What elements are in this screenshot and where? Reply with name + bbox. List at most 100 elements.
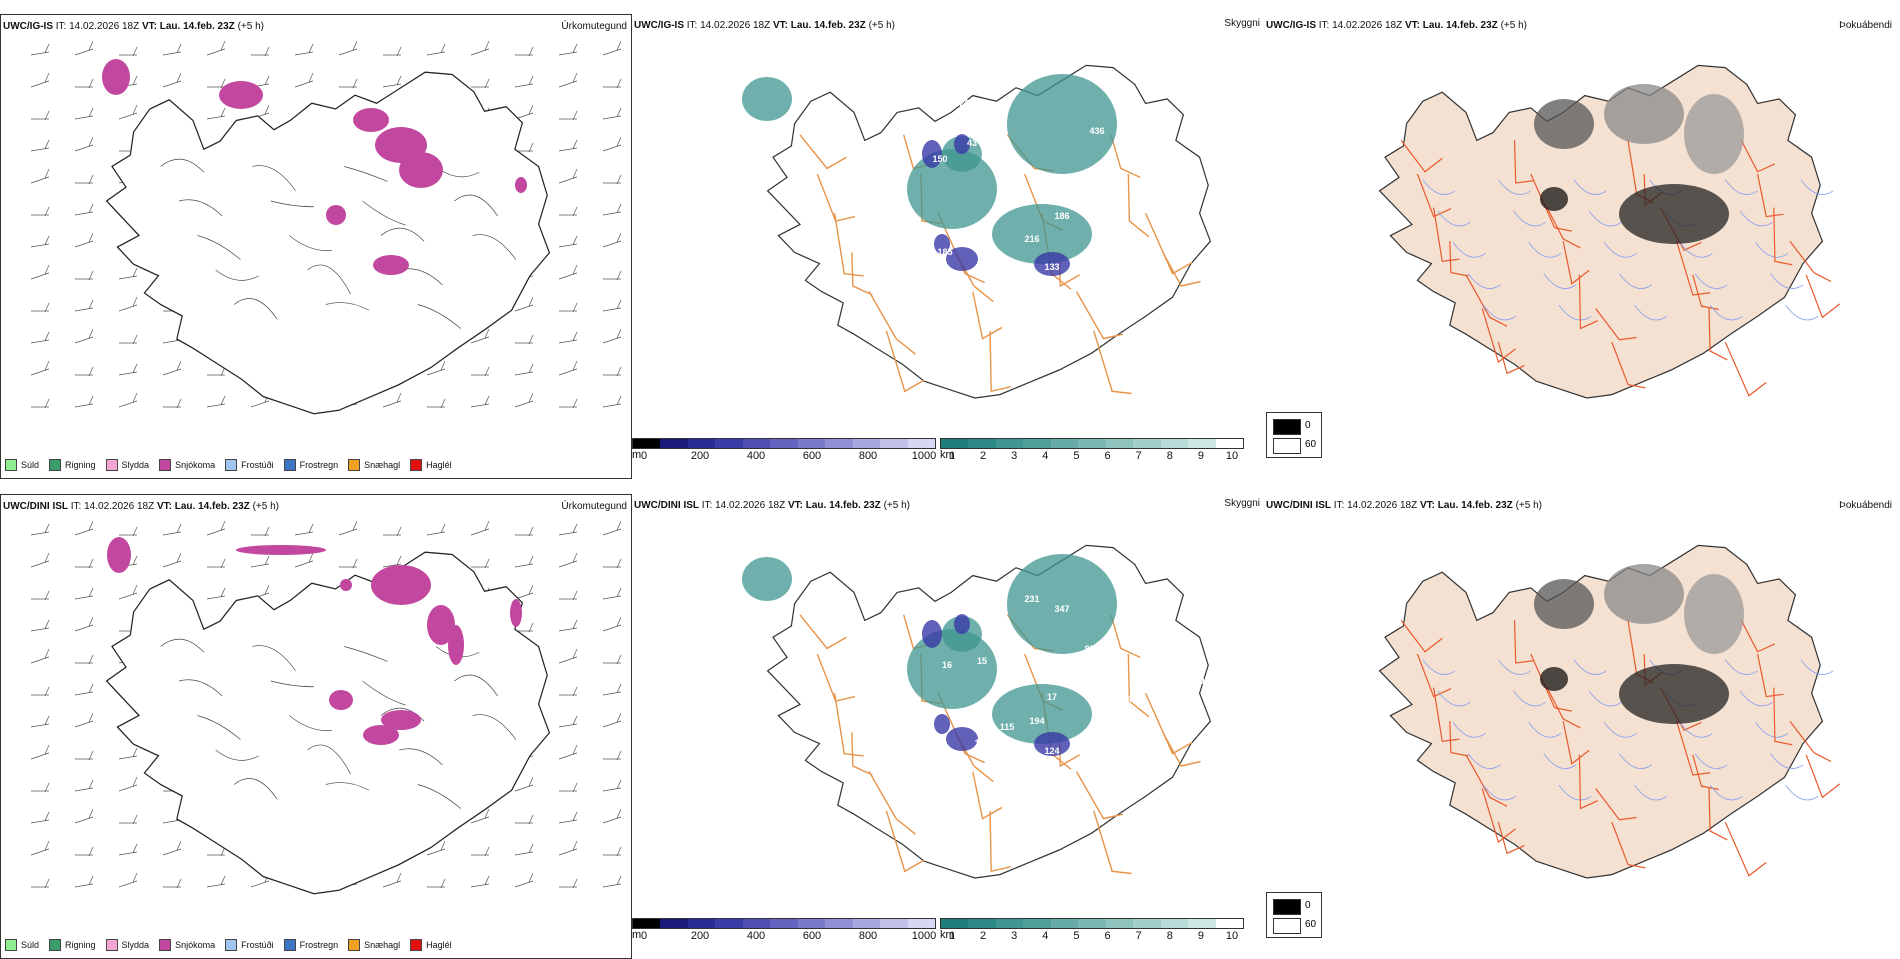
colorbar-cell — [1105, 919, 1134, 928]
snow-area — [326, 205, 346, 225]
colorbar-cell — [880, 919, 908, 928]
colorbar-tick: 800 — [858, 450, 878, 462]
snow-area — [510, 599, 522, 627]
legend-label: Frostúði — [241, 460, 274, 470]
colorbar-tick: 2 — [980, 450, 987, 462]
cloud-base-area — [922, 140, 942, 168]
cloud-base-label: 420 — [1189, 676, 1204, 686]
cloud-base-label: 186 — [1054, 211, 1069, 221]
fog-area — [1540, 187, 1568, 211]
colorbar-cell — [770, 439, 798, 448]
legend-swatch — [225, 459, 238, 471]
cloud-base-label: 194 — [1029, 716, 1044, 726]
legend-swatch — [5, 459, 17, 471]
panel-title: UWC/DINI ISL IT: 14.02.2026 18Z VT: Lau.… — [3, 501, 279, 512]
cloud-base-area — [954, 614, 970, 634]
legend-label: Frostregn — [299, 460, 339, 470]
colorbar-cell — [797, 919, 826, 928]
colorbar-tick: 7 — [1135, 930, 1142, 942]
low-visibility-area — [1007, 554, 1117, 654]
colorbar-cell — [1105, 439, 1134, 448]
legend-label: Snæhagl — [364, 940, 401, 950]
colorbar-cell — [1078, 439, 1106, 448]
legend-label: Súld — [21, 940, 40, 950]
cloud-base-label: 16 — [942, 660, 952, 670]
panel-variable: Úrkomutegund — [561, 501, 627, 512]
snow-area — [381, 710, 421, 730]
snow-area — [399, 152, 443, 188]
iceland-outline — [105, 71, 551, 415]
legend-swatch — [225, 939, 238, 951]
fog-area — [1619, 184, 1729, 244]
snow-area — [448, 625, 464, 665]
snow-area — [371, 565, 431, 605]
colorbar-cell — [687, 439, 716, 448]
legend-swatch — [5, 939, 17, 951]
cloud-base-label: 296 — [1074, 278, 1089, 288]
cloud-base-label: 17 — [1047, 692, 1057, 702]
low-visibility-area — [742, 557, 792, 601]
colorbar-tick: 400 — [746, 930, 766, 942]
panel-title: UWC/IG-IS IT: 14.02.2026 18Z VT: Lau. 14… — [3, 21, 264, 32]
legend-swatch — [159, 459, 172, 471]
fog-area — [1684, 574, 1744, 654]
legend-item: Snæhagl — [348, 458, 400, 472]
colorbar-tick: 800 — [858, 930, 878, 942]
cloud-base-label: 443 — [1049, 296, 1064, 306]
fog-area — [1534, 99, 1594, 149]
precip-panel-top: UWC/IG-IS IT: 14.02.2026 18Z VT: Lau. 14… — [0, 14, 632, 479]
fog-area — [1604, 84, 1684, 144]
legend-label: Slydda — [121, 460, 150, 470]
cloud-base-label: 133 — [1044, 262, 1059, 272]
legend-item: Haglél — [410, 458, 452, 472]
snow-area — [427, 605, 455, 645]
cloud-base-label: 189 — [954, 238, 969, 248]
legend-label: Rigning — [65, 940, 96, 950]
legend-item: Slydda — [105, 458, 150, 472]
low-visibility-area — [1007, 74, 1117, 174]
legend-item: Rigning — [49, 458, 96, 472]
colorbar-tick: 5 — [1073, 450, 1080, 462]
colorbar-unit: m — [632, 449, 642, 461]
colorbar-tick: 3 — [1011, 930, 1018, 942]
colorbar-cell — [1188, 439, 1216, 448]
colorbar-cell — [968, 439, 996, 448]
colorbar-cell — [1133, 439, 1161, 448]
cloud-base-label: 157 — [989, 754, 1004, 764]
visibility-colorbar: km 1 2 3 4 5 6 7 8 9 10 — [940, 438, 1244, 463]
panel-variable: Þokuábendi — [1839, 500, 1892, 511]
precip-panel-bottom: UWC/DINI ISL IT: 14.02.2026 18Z VT: Lau.… — [0, 494, 632, 959]
colorbar-cell — [968, 919, 996, 928]
colorbar-tick: 10 — [1225, 450, 1239, 462]
cloud-base-label: 347 — [1054, 604, 1069, 614]
cloud-base-area — [934, 234, 950, 254]
colorbar-cell — [941, 439, 969, 448]
colorbar-tick: 6 — [1104, 450, 1111, 462]
colorbar-cell — [1050, 919, 1079, 928]
panel-variable: Úrkomutegund — [561, 21, 627, 32]
colorbar-tick: 0 — [640, 450, 648, 462]
colorbar-tick: 600 — [802, 450, 822, 462]
colorbar-cell — [660, 919, 688, 928]
fog-area — [1684, 94, 1744, 174]
colorbar-cell — [715, 919, 743, 928]
cloud-base-label: 15 — [977, 656, 987, 666]
snow-area — [107, 537, 131, 573]
colorbar-tick: 1 — [948, 930, 956, 942]
cloud-base-label: 185 — [937, 247, 952, 257]
colorbar-cell — [742, 919, 771, 928]
cloud-base-area — [934, 714, 950, 734]
panel-title: UWC/DINI ISL IT: 14.02.2026 18Z VT: Lau.… — [1266, 500, 1542, 511]
colorbar-tick: 200 — [690, 930, 710, 942]
colorbar-unit: m — [632, 929, 642, 941]
precip-legend: Súld Rigning Slydda Snjókoma Frostúði Frostre… — [5, 938, 462, 952]
colorbar-tick: 200 — [690, 450, 710, 462]
colorbar-tick: 1000 — [911, 450, 937, 462]
cloud-base-label: 164 — [979, 264, 994, 274]
cloud-base-area — [946, 247, 978, 271]
cloud-base-label: 43 — [967, 138, 977, 148]
cloud-base-label: 115 — [1000, 722, 1015, 732]
panel-title: UWC/IG-IS IT: 14.02.2026 18Z VT: Lau. 14… — [634, 20, 895, 31]
colorbar-tick: 1 — [948, 450, 956, 462]
cloudbase-colorbar: m 0 200 400 600 800 1000 — [632, 438, 936, 463]
